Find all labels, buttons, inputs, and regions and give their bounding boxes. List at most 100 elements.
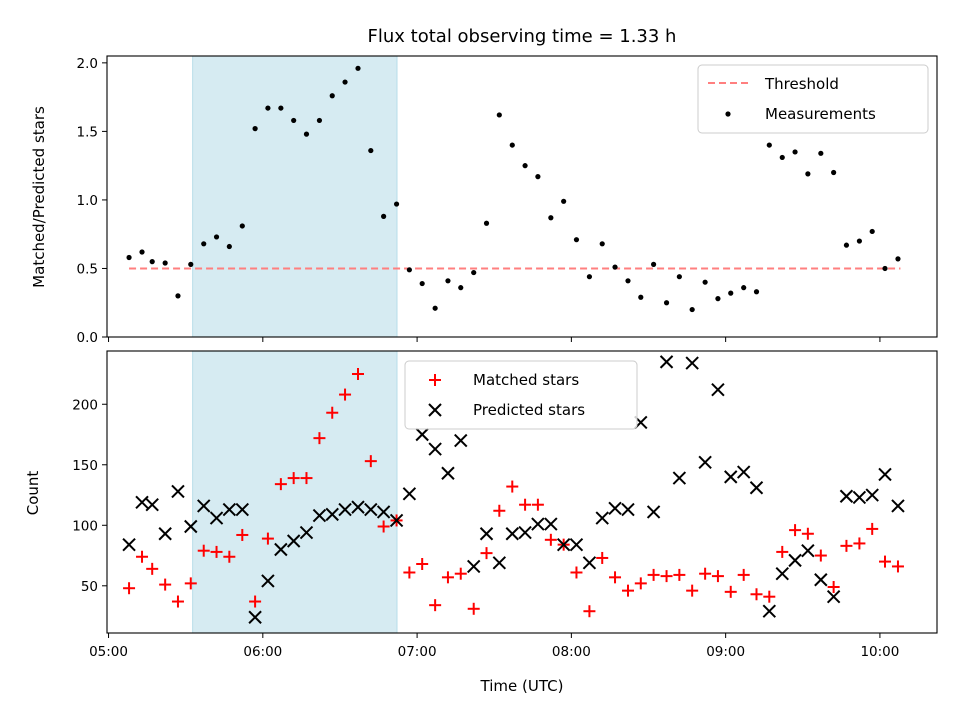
predicted-stars-point [492, 556, 507, 570]
predicted-stars-point [569, 537, 584, 552]
predicted-stars-point [518, 525, 532, 540]
measurements-point [882, 265, 888, 272]
matched-stars-point [647, 568, 660, 581]
matched-stars-point [609, 571, 622, 584]
predicted-stars-point [505, 527, 519, 541]
matched-stars-point [326, 406, 339, 419]
measurements-point [252, 126, 258, 132]
matched-stars-point [274, 478, 287, 491]
predicted-stars-point [402, 487, 417, 501]
measurements-point [445, 278, 451, 284]
matched-stars-point [827, 581, 840, 594]
predicted-stars-point [724, 470, 738, 484]
matched-stars-point [184, 577, 197, 590]
matched-stars-point [506, 480, 519, 493]
predicted-stars-point [621, 502, 635, 517]
top-legend: Threshold Measurements [697, 64, 929, 134]
predicted-stars-point [389, 513, 404, 528]
measurements-point [548, 215, 554, 221]
matched-stars-point [287, 472, 300, 485]
top-panel: 0.0 0.5 1.0 1.5 2.0 Flux total observing tim… [30, 26, 938, 346]
matched-stars-point [236, 528, 249, 541]
predicted-stars-point [582, 556, 597, 570]
matched-stars-point [519, 498, 532, 511]
measurements-point [162, 260, 168, 266]
measurements-point [625, 278, 631, 284]
predicted-stars-point [122, 537, 136, 552]
matched-stars-point [814, 549, 827, 562]
predicted-stars-point [441, 466, 455, 480]
measurements-point [432, 305, 438, 311]
top-x-ticks [108, 337, 881, 342]
measurements-point [843, 242, 850, 248]
measurements-point [689, 306, 695, 313]
measurements-point [316, 117, 323, 124]
matched-stars-point [699, 567, 712, 580]
bottom-x-ticks: 05:00 06:00 07:00 08:00 09:00 10:00 [89, 633, 899, 660]
matched-stars-point [711, 570, 724, 583]
legend-matched-swatch [429, 374, 441, 386]
matched-stars-point [467, 602, 480, 615]
measurements-point [149, 259, 155, 265]
predicted-stars-point [852, 490, 867, 505]
predicted-stars-point [209, 511, 224, 525]
predicted-stars-point [646, 505, 661, 519]
matched-stars-point [879, 555, 892, 568]
predicted-stars-point [222, 502, 237, 517]
predicted-stars-point [556, 537, 571, 552]
predicted-stars-point [878, 467, 892, 482]
legend-measurements-swatch [725, 111, 731, 117]
x-tick-label: 05:00 [89, 644, 128, 660]
matched-stars-point [261, 532, 274, 545]
measurements-point [779, 154, 785, 161]
matched-stars-point [339, 388, 352, 401]
predicted-stars-point [479, 527, 494, 541]
top-axes-frame [106, 55, 938, 338]
x-tick-label: 06:00 [243, 644, 282, 660]
measurements-point [496, 112, 502, 118]
matched-stars-point [531, 498, 544, 511]
measurements-point [355, 65, 361, 71]
matched-stars-point [544, 533, 557, 546]
measurements-point [715, 296, 721, 302]
y-tick-label: 200 [72, 397, 98, 413]
matched-stars-point [441, 571, 454, 584]
measurements-point [676, 274, 682, 280]
bottom-y-label: Count [24, 471, 42, 516]
x-tick-label: 08:00 [552, 644, 591, 660]
predicted-stars-point [749, 481, 764, 495]
predicted-stars-point [235, 502, 250, 517]
predicted-stars-point [891, 499, 905, 513]
matched-stars-point [776, 545, 789, 558]
measurements-point [792, 149, 798, 155]
matched-stars-point [403, 566, 416, 579]
measurements-point [381, 213, 387, 219]
matched-stars-point [596, 551, 609, 564]
bottom-y-ticks: 50 100 150 200 [72, 397, 107, 595]
matched-stars-point [801, 527, 814, 540]
predicted-stars-point [685, 356, 699, 370]
measurements-point [869, 228, 875, 235]
matched-stars-point [750, 588, 763, 601]
measurements-point [753, 289, 760, 295]
top-y-ticks: 0.0 0.5 1.0 1.5 2.0 [77, 56, 107, 346]
measurements-point [741, 285, 747, 291]
x-tick-label: 10:00 [860, 644, 899, 660]
matched-stars-point [429, 599, 442, 612]
matched-stars-point [853, 537, 866, 550]
measurements-point [638, 294, 644, 300]
predicted-stars-point [248, 610, 262, 624]
predicted-stars-point [544, 517, 558, 531]
matched-stars-point [377, 520, 390, 533]
bottom-panel: 50 100 150 200 05:00 06:00 07:00 08:00 09:00 10:… [24, 350, 938, 695]
measurements-point [561, 198, 567, 204]
predicted-stars-point [274, 542, 288, 557]
predicted-stars-point [338, 502, 352, 517]
measurements-point [612, 264, 618, 270]
predicted-stars-point [415, 427, 429, 442]
matched-stars-point [159, 578, 172, 591]
predicted-stars-point [672, 471, 687, 485]
y-tick-label: 0.5 [77, 261, 98, 277]
matched-stars-point [583, 605, 596, 618]
